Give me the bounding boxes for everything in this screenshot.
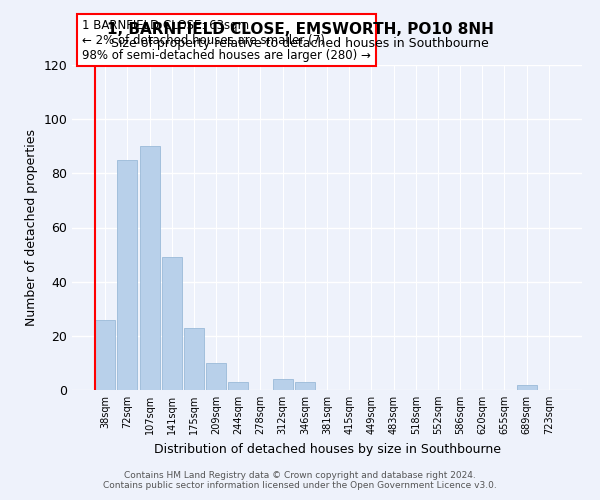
Bar xyxy=(118,160,137,390)
Text: Size of property relative to detached houses in Southbourne: Size of property relative to detached ho… xyxy=(111,38,489,51)
Bar xyxy=(272,379,293,390)
X-axis label: Distribution of detached houses by size in Southbourne: Distribution of detached houses by size … xyxy=(154,442,500,456)
Text: 1 BARNFIELD CLOSE: 63sqm
← 2% of detached houses are smaller (7)
98% of semi-det: 1 BARNFIELD CLOSE: 63sqm ← 2% of detache… xyxy=(82,18,371,62)
Bar xyxy=(162,258,182,390)
Text: Contains HM Land Registry data © Crown copyright and database right 2024.
Contai: Contains HM Land Registry data © Crown c… xyxy=(103,470,497,490)
Bar xyxy=(228,382,248,390)
Text: 1, BARNFIELD CLOSE, EMSWORTH, PO10 8NH: 1, BARNFIELD CLOSE, EMSWORTH, PO10 8NH xyxy=(107,22,493,38)
Bar xyxy=(295,382,315,390)
Bar xyxy=(140,146,160,390)
Bar xyxy=(95,320,115,390)
Bar xyxy=(206,363,226,390)
Y-axis label: Number of detached properties: Number of detached properties xyxy=(25,129,38,326)
Bar xyxy=(184,328,204,390)
Bar xyxy=(517,384,536,390)
